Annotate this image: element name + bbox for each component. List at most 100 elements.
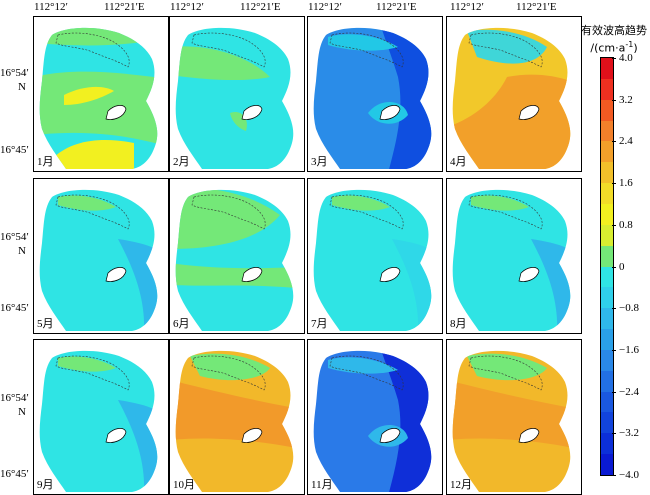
colorbar-segment — [601, 245, 613, 268]
wave-trend-map — [175, 189, 294, 332]
colorbar-tick-label: −2.4 — [619, 385, 639, 398]
map-panel-8: 8月 — [446, 178, 582, 334]
month-label: 6月 — [173, 318, 190, 330]
lon-tick-col1-b: 112°21′E — [104, 1, 145, 13]
colorbar-tick-label: 1.6 — [619, 177, 633, 190]
lat-tick-row2-n: N — [18, 245, 26, 257]
wave-trend-map — [452, 27, 571, 170]
island-icon — [518, 267, 540, 282]
map-panel-6: 6月 — [169, 178, 305, 334]
colorbar-segment — [601, 433, 613, 455]
island-icon — [379, 267, 401, 282]
colorbar-segment — [601, 99, 613, 122]
colorbar-tick-label: 2.4 — [619, 135, 633, 148]
island-icon — [379, 428, 401, 443]
lat-tick-row1-a: 16°54′ — [0, 67, 29, 79]
map-panel-5: 5月 — [33, 178, 169, 334]
month-label: 3月 — [311, 156, 328, 168]
colorbar-tick-mark — [612, 433, 616, 435]
lon-tick-col3-a: 112°12′ — [308, 1, 342, 13]
map-panel-4: 4月 — [446, 16, 582, 172]
colorbar-segment — [601, 412, 613, 434]
lon-tick-col4-b: 112°21′E — [516, 1, 557, 13]
colorbar-segment — [601, 370, 613, 393]
month-label: 11月 — [311, 479, 333, 491]
colorbar-tick-mark — [612, 99, 616, 101]
lon-tick-col3-b: 112°21′E — [376, 1, 417, 13]
colorbar-segment — [601, 224, 613, 247]
colorbar-tick-mark — [612, 475, 616, 476]
island-icon — [241, 267, 263, 282]
map-panel-1: 1月 — [33, 16, 169, 172]
island-icon — [105, 267, 127, 282]
island-icon — [379, 105, 401, 120]
map-panel-3: 3月 — [307, 16, 443, 172]
colorbar-segment — [601, 120, 613, 142]
lat-tick-row3-b: 16°45′ — [0, 468, 29, 480]
island-icon — [241, 105, 263, 120]
colorbar-tick-label: −0.8 — [619, 302, 639, 315]
month-label: 4月 — [450, 156, 467, 168]
month-label: 2月 — [173, 156, 190, 168]
month-label: 9月 — [37, 479, 54, 491]
wave-trend-map — [313, 27, 432, 170]
colorbar-segment — [601, 58, 613, 80]
colorbar-tick-mark — [612, 224, 616, 226]
colorbar-segment — [601, 454, 613, 475]
colorbar-tick-mark — [612, 308, 616, 310]
map-panel-9: 9月 — [33, 339, 169, 495]
lon-tick-col2-a: 112°12′ — [170, 1, 204, 13]
map-panel-12: 12月 — [446, 339, 582, 495]
colorbar-tick-label: 0.8 — [619, 218, 633, 231]
colorbar-title: 有效波高趋势 /(cm·a-1) — [578, 24, 650, 56]
map-panel-2: 2月 — [169, 16, 305, 172]
island-icon — [518, 428, 540, 443]
colorbar-tick-mark — [612, 349, 616, 351]
colorbar-tick-label: −3.2 — [619, 427, 639, 440]
colorbar-segment — [601, 266, 613, 288]
colorbar-segment — [601, 162, 613, 184]
lat-tick-row3-n: N — [18, 406, 26, 418]
colorbar-tick-mark — [612, 266, 616, 268]
island-icon — [105, 105, 127, 120]
colorbar-segment — [601, 329, 613, 351]
colorbar-tick-label: 4.0 — [619, 52, 633, 64]
lat-tick-row1-b: 16°45′ — [0, 144, 29, 156]
month-label: 8月 — [450, 318, 467, 330]
colorbar-tick-mark — [612, 141, 616, 143]
colorbar-tick-mark — [612, 58, 616, 59]
wave-trend-map — [452, 350, 571, 493]
map-panel-10: 10月 — [169, 339, 305, 495]
month-label: 7月 — [311, 318, 328, 330]
lat-tick-row1-n: N — [18, 81, 26, 93]
colorbar-tick-label: −4.0 — [619, 469, 639, 481]
lon-tick-col2-b: 112°21′E — [240, 1, 281, 13]
colorbar-tick-label: 0 — [619, 260, 625, 273]
colorbar-title-line1: 有效波高趋势 — [581, 24, 647, 37]
month-label: 12月 — [450, 479, 472, 491]
wave-trend-map — [313, 350, 432, 493]
wave-trend-map — [39, 189, 158, 332]
colorbar-segment — [601, 203, 613, 226]
lon-tick-col1-a: 112°12′ — [34, 1, 68, 13]
wave-trend-map — [175, 27, 294, 170]
colorbar-segment — [601, 78, 613, 101]
wave-trend-map — [452, 189, 571, 332]
island-icon — [105, 428, 127, 443]
month-label: 10月 — [173, 479, 195, 491]
colorbar-segment — [601, 349, 613, 372]
lat-tick-row2-a: 16°54′ — [0, 231, 29, 243]
colorbar-tick-mark — [612, 391, 616, 393]
colorbar-tick-label: 3.2 — [619, 93, 633, 106]
colorbar-title-line2: /(cm·a-1) — [590, 40, 638, 55]
month-label: 1月 — [37, 156, 54, 168]
wave-trend-map — [175, 350, 294, 493]
colorbar-segment — [601, 308, 613, 330]
island-icon — [241, 428, 263, 443]
lon-tick-col4-a: 112°12′ — [450, 1, 484, 13]
colorbar-segment — [601, 183, 613, 205]
map-panel-11: 11月 — [307, 339, 443, 495]
lat-tick-row3-a: 16°54′ — [0, 392, 29, 404]
month-label: 5月 — [37, 318, 54, 330]
wave-trend-map — [39, 350, 158, 493]
